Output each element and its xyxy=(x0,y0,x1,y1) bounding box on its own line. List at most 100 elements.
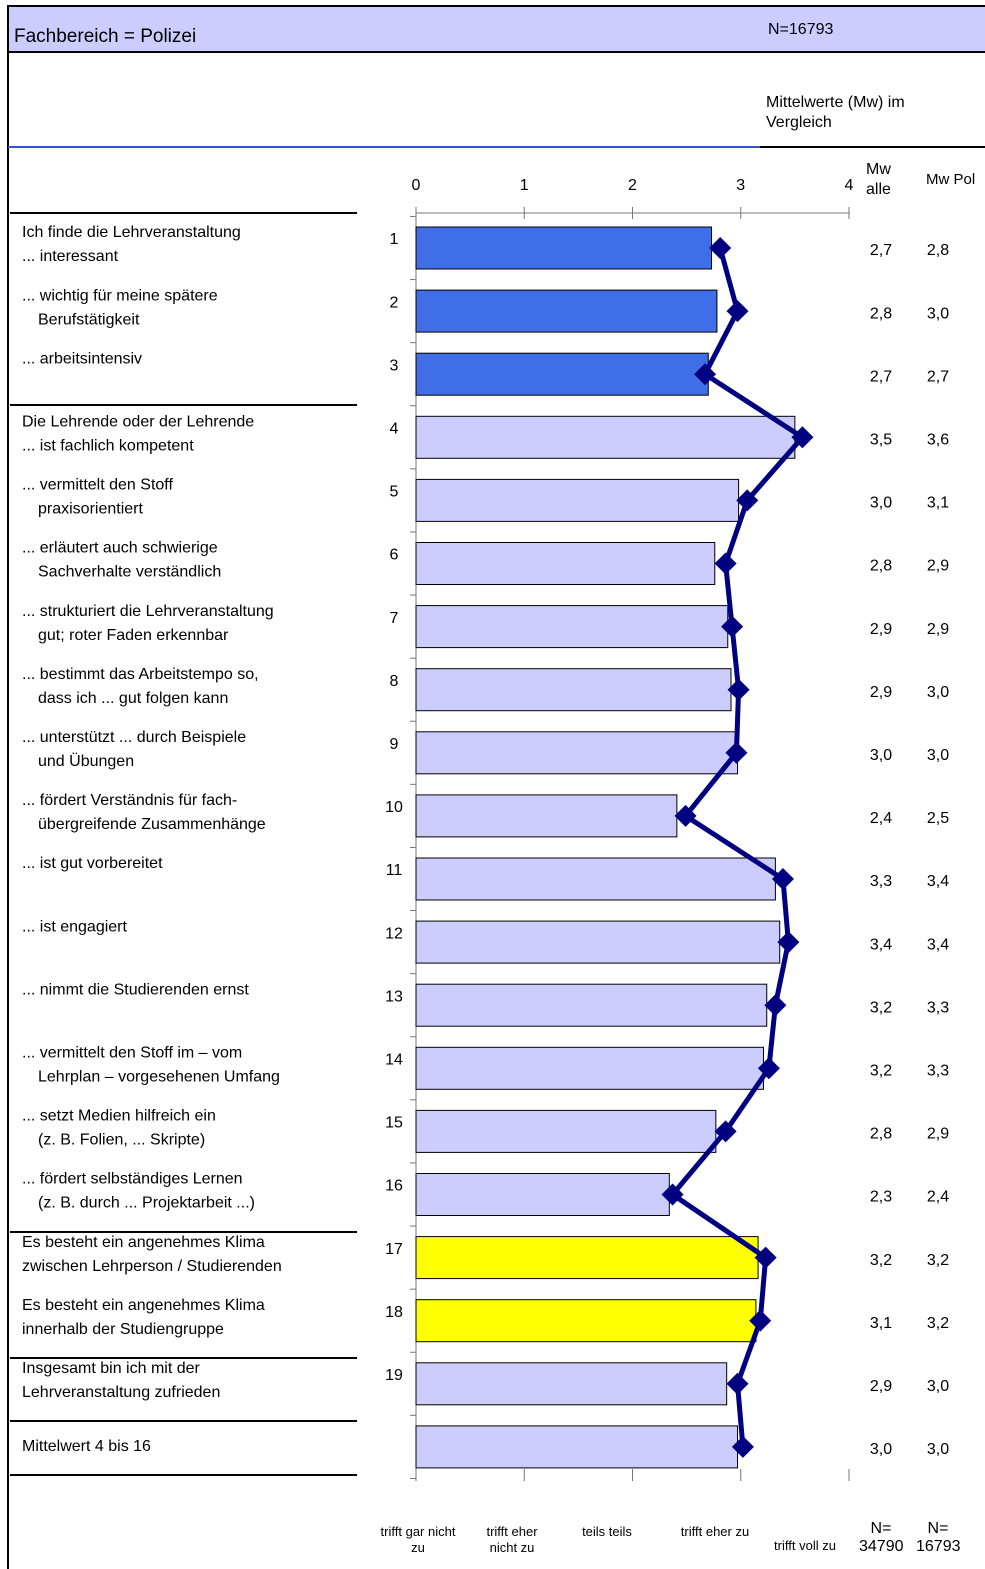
subtitle: N=16793 xyxy=(768,21,833,38)
category-label: Ich finde die Lehrveranstaltung xyxy=(22,224,241,241)
scale-label: trifft voll zu xyxy=(774,1538,836,1553)
marker xyxy=(725,741,748,764)
category-label: Lehrveranstaltung zufrieden xyxy=(22,1384,220,1401)
x-tick-label: 0 xyxy=(412,177,421,194)
value-label: 2,8 xyxy=(870,558,892,575)
value-label: 3,0 xyxy=(927,747,949,764)
bar xyxy=(415,226,713,270)
x-tick-label: 4 xyxy=(845,177,854,194)
category-label: (z. B. durch ... Projektarbeit ...) xyxy=(38,1195,255,1212)
x-tick-label: 3 xyxy=(736,177,745,194)
value-label: 2,7 xyxy=(927,368,949,385)
item-number: 5 xyxy=(390,484,399,501)
value-label: 2,9 xyxy=(870,1378,892,1395)
marker xyxy=(731,1435,754,1458)
value-label: 2,9 xyxy=(870,684,892,701)
category-label: Es besteht ein angenehmes Klima xyxy=(22,1297,265,1314)
category-label: ... erläutert auch schwierige xyxy=(22,540,218,557)
value-label: 2,3 xyxy=(870,1189,892,1206)
item-number: 18 xyxy=(385,1304,403,1321)
value-label: 2,7 xyxy=(870,242,892,259)
item-number: 1 xyxy=(390,231,399,248)
bar xyxy=(415,983,768,1027)
category-label: Es besteht ein angenehmes Klima xyxy=(22,1234,265,1251)
category-label: dass ich ... gut folgen kann xyxy=(38,690,228,707)
item-number: 12 xyxy=(385,925,403,942)
value-label: 3,2 xyxy=(870,1252,892,1269)
category-label: ... ist engagiert xyxy=(22,918,128,935)
marker xyxy=(727,678,750,701)
category-label: ... wichtig für meine spätere xyxy=(22,287,218,304)
value-label: 3,4 xyxy=(927,873,949,890)
value-label: 3,2 xyxy=(870,999,892,1016)
scale-label: teils teils xyxy=(582,1524,632,1539)
item-number: 14 xyxy=(385,1052,403,1069)
value-label: 2,7 xyxy=(870,368,892,385)
category-label: ... interessant xyxy=(22,248,119,265)
value-label: 2,4 xyxy=(927,1189,949,1206)
category-label: Insgesamt bin ich mit der xyxy=(22,1360,201,1377)
value-label: 2,8 xyxy=(870,305,892,322)
value-label: 3,0 xyxy=(870,495,892,512)
category-label: ... bestimmt das Arbeitstempo so, xyxy=(22,666,259,683)
n-label: N= 34790 xyxy=(859,1520,904,1555)
category-label: ... unterstützt ... durch Beispiele xyxy=(22,729,246,746)
value-label: 3,0 xyxy=(927,1441,949,1458)
bar xyxy=(415,605,729,649)
category-label: und Übungen xyxy=(38,752,134,770)
bar xyxy=(415,1173,670,1216)
bar xyxy=(415,1236,759,1280)
marker xyxy=(726,300,749,323)
bar xyxy=(415,668,732,712)
value-label: 2,4 xyxy=(870,810,892,827)
value-label: 3,2 xyxy=(870,1063,892,1080)
scale-label: trifft eher nicht zu xyxy=(486,1524,538,1555)
item-number: 6 xyxy=(390,547,399,564)
category-label: ... ist gut vorbereitet xyxy=(22,855,163,872)
column-header: Mw alle xyxy=(866,161,891,198)
item-number: 17 xyxy=(385,1241,403,1258)
marker xyxy=(764,994,787,1017)
bar xyxy=(415,1299,757,1343)
value-label: 3,6 xyxy=(927,432,949,449)
value-label: 3,1 xyxy=(927,495,949,512)
category-label: ... setzt Medien hilfreich ein xyxy=(22,1108,216,1125)
category-label: ... vermittelt den Stoff im – vom xyxy=(22,1045,242,1062)
bar xyxy=(415,1109,717,1153)
value-label: 3,0 xyxy=(927,684,949,701)
item-number: 13 xyxy=(385,988,403,1005)
category-label: ... arbeitsintensiv xyxy=(22,350,142,367)
value-label: 3,0 xyxy=(927,305,949,322)
column-header: Mw Pol xyxy=(926,171,976,188)
bar xyxy=(415,1362,728,1406)
marker xyxy=(791,426,814,449)
item-number: 16 xyxy=(385,1178,403,1195)
category-label: ... nimmt die Studierenden ernst xyxy=(22,981,249,998)
category-label: innerhalb der Studiengruppe xyxy=(22,1321,224,1338)
marker xyxy=(726,1372,749,1395)
category-label: gut; roter Faden erkennbar xyxy=(38,627,229,644)
bar xyxy=(415,920,781,964)
marker xyxy=(777,931,800,954)
marker xyxy=(714,1120,737,1143)
caption: Mittelwerte (Mw) im Vergleich xyxy=(766,94,905,131)
marker xyxy=(736,489,759,512)
value-label: 2,9 xyxy=(927,558,949,575)
category-label: Die Lehrende oder der Lehrende xyxy=(22,414,254,431)
item-number: 7 xyxy=(390,610,399,627)
category-label: ... fördert Verständnis für fach- xyxy=(22,792,237,809)
marker xyxy=(714,552,737,575)
value-label: 3,3 xyxy=(927,999,949,1016)
value-label: 3,2 xyxy=(927,1315,949,1332)
category-label: Mittelwert 4 bis 16 xyxy=(22,1438,151,1455)
line xyxy=(670,247,805,1448)
category-label: Lehrplan – vorgesehenen Umfang xyxy=(38,1069,280,1086)
value-label: 3,1 xyxy=(870,1315,892,1332)
n-label: N= 16793 xyxy=(916,1520,961,1555)
item-number: 15 xyxy=(385,1115,403,1132)
item-number: 3 xyxy=(390,357,399,374)
value-label: 3,3 xyxy=(870,873,892,890)
x-tick-label: 2 xyxy=(628,177,637,194)
